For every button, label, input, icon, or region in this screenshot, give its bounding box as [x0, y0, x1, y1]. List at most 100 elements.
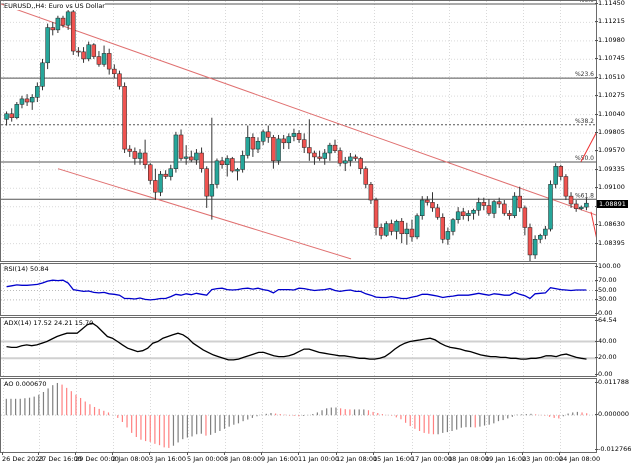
axis-tick: 0.00 — [594, 309, 613, 317]
candle — [466, 210, 471, 222]
candle — [543, 225, 548, 240]
time-axis-label: 29 Dec 00:00 — [75, 452, 119, 463]
price-axis[interactable]: 1.11450 1.11215 1.10980 1.10745 1.10510 1.102… — [595, 0, 640, 262]
axis-tick: 1.10040 — [595, 109, 625, 118]
time-axis[interactable]: 26 Dec 2023 27 Dec 16:00 29 Dec 00:00 2 Jan… — [0, 452, 600, 465]
candle — [29, 94, 35, 110]
ao-panel[interactable]: AO 0.000670 — [0, 378, 597, 453]
candle — [461, 207, 466, 220]
candle — [276, 134, 281, 165]
time-axis-label: 11 Jan 00:00 — [298, 452, 340, 463]
candle — [158, 171, 163, 197]
upper-trendline[interactable] — [1, 3, 597, 216]
rsi-panel[interactable]: RSI(14) 50.84 — [0, 263, 597, 316]
axis-tick: 1.10980 — [595, 35, 625, 44]
candlestick-chart: %0.0 %23.6 %38.2 %50.0 %61.8 — [1, 1, 597, 261]
price-panel[interactable]: %0.0 %23.6 %38.2 %50.0 %61.8 EURUSD,,H4: Eur… — [0, 0, 597, 262]
axis-tick: 64.54 — [595, 316, 617, 324]
candle — [137, 149, 143, 165]
time-axis-label: 18 Jan 08:00 — [448, 452, 490, 463]
candle — [291, 128, 297, 142]
candle — [348, 152, 353, 167]
axis-tick: 1.09570 — [595, 146, 625, 155]
ao-axis[interactable]: 0.011788 0.000000 -0.012766 — [594, 378, 640, 453]
candle — [60, 15, 66, 28]
axis-tick: 0.011788 — [594, 378, 630, 386]
candle — [40, 58, 45, 91]
candle — [9, 108, 14, 122]
candle — [389, 219, 394, 236]
axis-tick: 50.00 — [595, 285, 617, 294]
candle — [214, 158, 220, 189]
axis-tick: 0.00 — [594, 370, 613, 378]
lower-trendline[interactable] — [57, 168, 352, 260]
candle — [245, 125, 250, 159]
axis-tick: 1.09100 — [595, 183, 625, 192]
candle — [230, 156, 235, 173]
projection-arrow[interactable] — [590, 211, 597, 245]
candle — [471, 208, 476, 220]
candle — [573, 200, 579, 212]
candle — [96, 51, 102, 67]
candle — [332, 139, 338, 153]
candle — [507, 210, 512, 220]
candle — [327, 142, 333, 161]
candle — [435, 203, 440, 220]
rsi-axis[interactable]: 100.00 70.00 50.00 30.00 0.00 — [594, 262, 640, 317]
candle — [450, 218, 456, 236]
candle — [86, 41, 91, 62]
candle — [153, 168, 158, 201]
axis-tick: 1.11215 — [595, 17, 625, 26]
candle — [502, 200, 507, 216]
adx-title: ADX(14) 17.52 24.21 15.70 — [4, 319, 94, 327]
candle — [579, 205, 584, 211]
current-price-label: 1.08891 — [597, 199, 628, 208]
candle — [106, 48, 112, 75]
candle — [19, 95, 25, 109]
adx-axis[interactable]: 64.54 40.00 20.00 0.00 — [594, 316, 640, 378]
candle — [148, 163, 153, 185]
candle — [173, 131, 179, 173]
candle — [260, 129, 266, 146]
candle — [440, 213, 445, 244]
axis-tick: 1.10745 — [595, 54, 625, 63]
candle — [363, 166, 369, 189]
candle — [76, 47, 81, 57]
candle — [558, 164, 564, 181]
candle — [414, 213, 420, 240]
candle — [384, 221, 389, 237]
candle — [250, 133, 256, 157]
adx-panel[interactable]: ADX(14) 17.52 24.21 15.70 — [0, 317, 597, 377]
projection-arrow[interactable] — [580, 129, 597, 162]
candle — [142, 139, 148, 169]
candle — [163, 170, 168, 179]
candle — [219, 156, 225, 169]
candle — [496, 197, 502, 208]
candle — [168, 164, 174, 181]
candle — [491, 200, 497, 219]
candle — [512, 192, 517, 219]
candle — [296, 130, 302, 143]
axis-tick: 1.08630 — [595, 220, 625, 229]
chart-title: EURUSD,,H4: Euro vs US Dollar — [4, 2, 105, 10]
axis-tick: -0.012766 — [594, 445, 632, 453]
time-axis-label: 23 Jan 00:00 — [522, 452, 564, 463]
indicator-line — [6, 322, 587, 361]
ao-histogram — [1, 379, 596, 452]
candle — [368, 182, 374, 204]
axis-tick: 30.00 — [595, 294, 617, 303]
candle — [71, 9, 76, 55]
candle — [14, 102, 20, 120]
ao-title: AO 0.000670 — [4, 380, 47, 388]
candle — [117, 70, 122, 90]
candle — [281, 134, 286, 150]
candle — [81, 47, 86, 63]
candle — [189, 150, 194, 163]
candle — [4, 111, 9, 126]
candle — [481, 197, 487, 211]
candle — [127, 145, 132, 157]
candle — [568, 192, 574, 208]
candle — [584, 197, 589, 211]
axis-tick: 1.09335 — [595, 164, 625, 173]
candle — [430, 192, 435, 212]
